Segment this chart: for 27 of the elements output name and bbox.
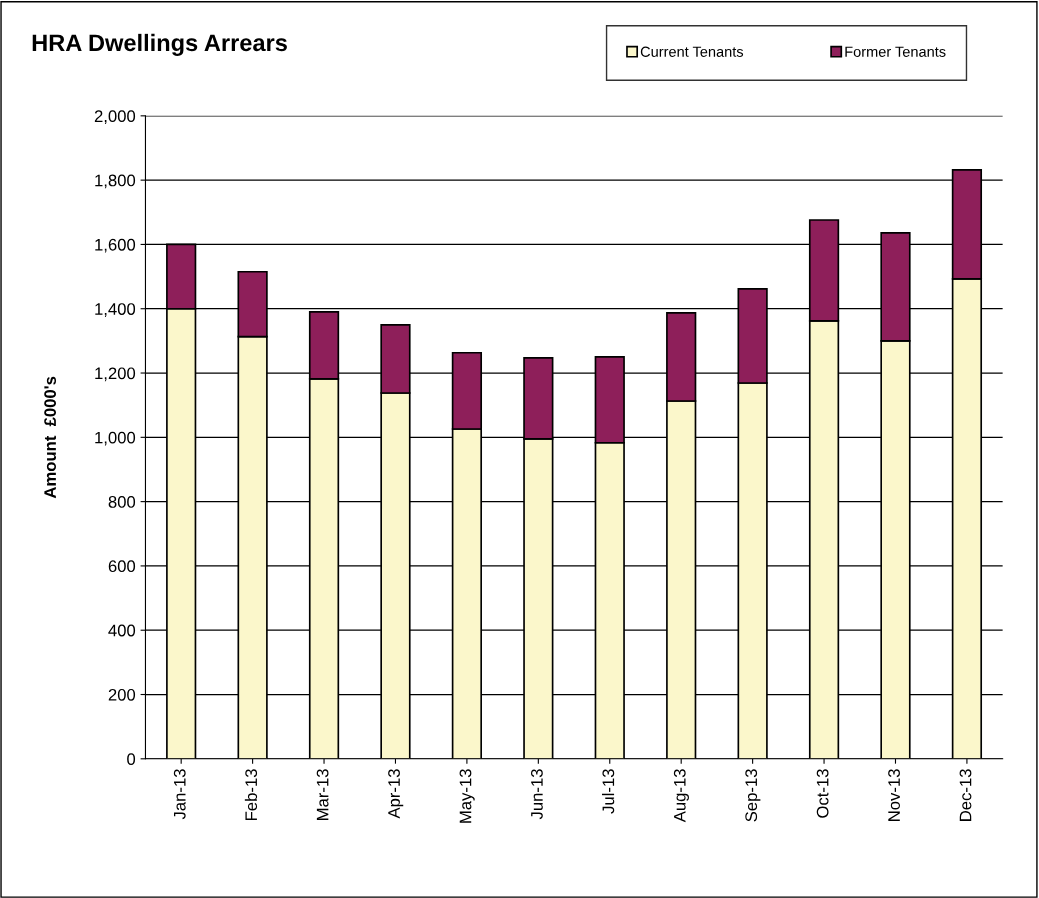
x-tick-label: Nov-13 xyxy=(888,769,900,821)
x-tick-label: Sep-13 xyxy=(745,769,761,822)
y-tick-label: 1,200 xyxy=(95,367,136,382)
y-tick-label: 200 xyxy=(108,688,136,701)
x-tick-label: Apr-13 xyxy=(388,769,404,819)
x-tick-label: Jun-13 xyxy=(531,769,543,820)
legend-label: Former Tenants xyxy=(845,46,946,57)
y-tick-label: 1,400 xyxy=(95,303,136,317)
chart-title: HRA Dwellings Arrears xyxy=(32,33,287,56)
y-tick-label: 600 xyxy=(108,560,136,573)
legend-label: Current Tenants xyxy=(640,46,744,57)
y-tick-label: 1,600 xyxy=(95,238,136,253)
y-tick-label: 2,000 xyxy=(94,110,136,125)
y-tick-label: 1,000 xyxy=(95,431,136,446)
x-tick-label: Dec-13 xyxy=(959,769,972,821)
y-tick-label: 800 xyxy=(108,496,136,508)
y-tick-label: 400 xyxy=(108,624,136,637)
x-tick-label: Feb-13 xyxy=(244,769,258,820)
y-axis-title: Amount £000's xyxy=(44,376,57,499)
x-tick-label: Jan-13 xyxy=(173,769,186,820)
x-tick-label: Oct-13 xyxy=(816,769,829,818)
x-tick-label: May-13 xyxy=(459,769,475,823)
x-tick-label: Jul-13 xyxy=(601,769,615,814)
x-tick-label: Mar-13 xyxy=(316,769,329,820)
x-tick-label: Aug-13 xyxy=(673,769,689,823)
y-tick-label: 1,800 xyxy=(95,174,136,189)
y-tick-label: 0 xyxy=(127,753,136,766)
